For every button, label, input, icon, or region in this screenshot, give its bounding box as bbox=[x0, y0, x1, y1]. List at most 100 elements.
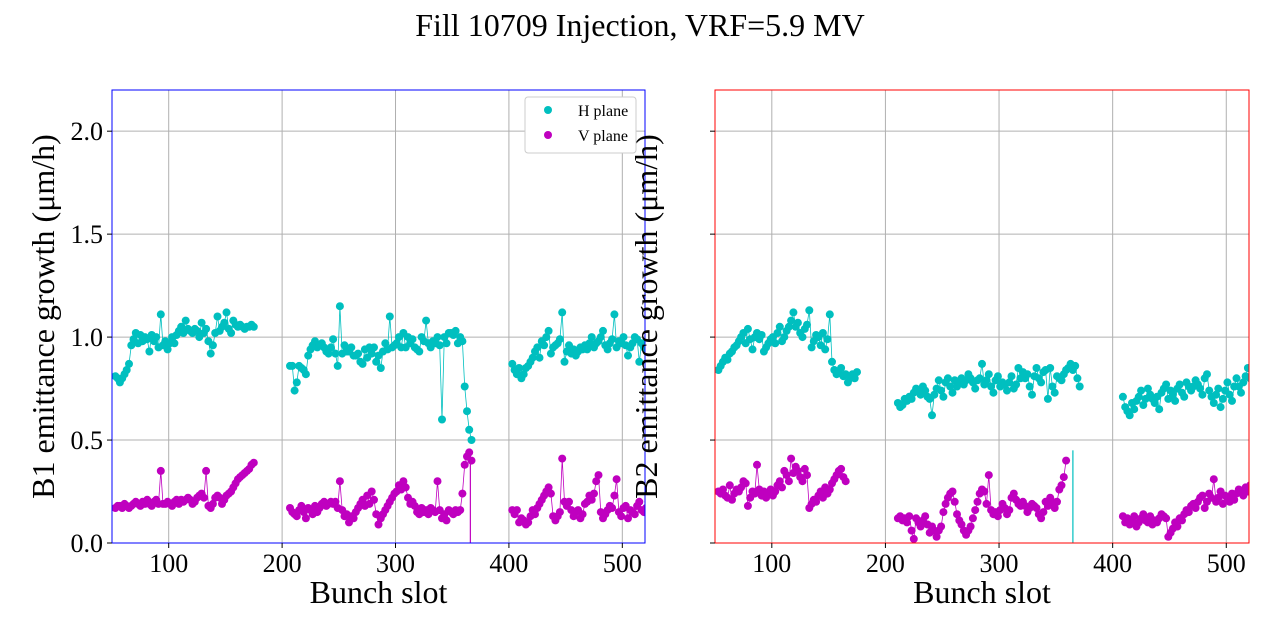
b2-h-point bbox=[784, 322, 793, 331]
b2-v-point bbox=[725, 481, 734, 490]
b2-h-point bbox=[807, 343, 816, 352]
b1-h-point bbox=[125, 359, 133, 368]
b2-h-point bbox=[1223, 378, 1232, 387]
b1-h-point bbox=[193, 326, 202, 335]
b1-v-point bbox=[642, 504, 645, 512]
b2-v-point bbox=[907, 526, 916, 535]
b2-v-point bbox=[1032, 504, 1041, 512]
b2-h-point bbox=[1248, 369, 1249, 375]
b1-v-point bbox=[433, 477, 442, 486]
b1-h-point bbox=[170, 339, 179, 348]
b1-h-point bbox=[546, 349, 555, 358]
b1-v-point bbox=[617, 512, 626, 521]
b1-h-point bbox=[197, 318, 206, 327]
b2-v-point bbox=[719, 485, 727, 494]
b1-h-point bbox=[415, 347, 424, 356]
b2-h-point bbox=[1232, 374, 1241, 383]
b2-v-point bbox=[1050, 504, 1059, 512]
b1-ylabel: B1 emittance growth (μm/h) bbox=[25, 134, 61, 499]
b2-v-point bbox=[1059, 473, 1068, 482]
b2-v-point bbox=[1162, 514, 1171, 523]
b1-frame bbox=[111, 89, 646, 544]
b2-v-point bbox=[909, 534, 918, 543]
b2-h-point bbox=[948, 388, 957, 397]
b2-h-point bbox=[1143, 384, 1152, 393]
b2-h-point bbox=[1205, 386, 1214, 395]
b1-v-point bbox=[592, 477, 601, 486]
b1-v-point bbox=[612, 475, 621, 484]
b2-h-point bbox=[853, 368, 861, 377]
b1-v-point bbox=[460, 460, 469, 469]
b2-h-point bbox=[1028, 390, 1036, 399]
b2-v-point bbox=[937, 522, 946, 531]
b2-xtick-label: 300 bbox=[980, 549, 1019, 578]
b1-h-point bbox=[156, 310, 165, 319]
b2-v-point bbox=[1200, 504, 1209, 512]
b1-h-point bbox=[540, 341, 549, 350]
b2-v-point bbox=[775, 477, 784, 486]
b1-v-point bbox=[456, 506, 465, 515]
b1-h-point bbox=[290, 386, 299, 395]
b1-xtick-label: 100 bbox=[149, 549, 188, 578]
b2-v-point bbox=[743, 501, 752, 510]
b1-h-point bbox=[533, 343, 542, 352]
b1-h-point bbox=[354, 349, 363, 358]
b2-xtick-label: 200 bbox=[866, 549, 905, 578]
b2-h-point bbox=[1246, 374, 1249, 383]
b2-v-point bbox=[993, 512, 1002, 521]
b2-h-point bbox=[1037, 378, 1046, 387]
b2-h-point bbox=[928, 411, 936, 420]
b1-h-point bbox=[460, 382, 469, 391]
b1-v-point bbox=[608, 504, 617, 512]
b2-h-point bbox=[978, 359, 986, 368]
b2-h-point bbox=[1003, 386, 1011, 395]
b2-v-point bbox=[1037, 514, 1046, 523]
b1-h-point bbox=[642, 345, 645, 354]
b2-v-point bbox=[903, 518, 911, 527]
b1-h-point bbox=[458, 337, 467, 346]
b2-v-point bbox=[957, 520, 966, 529]
b1-h-point bbox=[367, 349, 376, 358]
b2-h-point bbox=[1005, 378, 1014, 387]
b2-v-point bbox=[1218, 499, 1227, 508]
b1-h-point bbox=[596, 333, 605, 342]
b2-h-point bbox=[1196, 384, 1205, 393]
b1-h-point bbox=[333, 361, 342, 370]
b2-v-point bbox=[1139, 510, 1148, 519]
b1-xlabel: Bunch slot bbox=[310, 574, 448, 610]
b2-h-point bbox=[987, 382, 996, 391]
b2-h-point bbox=[982, 376, 991, 385]
b2-v-point bbox=[1214, 493, 1223, 502]
b1-v-point bbox=[531, 510, 539, 519]
b2-h-point bbox=[971, 384, 980, 393]
b2-v-point bbox=[971, 506, 980, 515]
b2-h-point bbox=[1118, 392, 1127, 401]
b2-v-point bbox=[953, 510, 961, 519]
b1-h-point bbox=[385, 312, 394, 321]
b1-v-point bbox=[587, 495, 596, 504]
b1-h-point bbox=[542, 333, 551, 342]
b2-h-point bbox=[1043, 394, 1052, 403]
b2-h-point bbox=[1125, 411, 1134, 420]
b2-v-point bbox=[837, 464, 846, 473]
b1-ytick-label: 2.0 bbox=[71, 117, 104, 146]
b2-v-point bbox=[1057, 481, 1066, 490]
b2-h-point bbox=[1239, 378, 1248, 387]
legend-h-label: H plane bbox=[578, 103, 628, 120]
b2-h-point bbox=[773, 329, 782, 337]
b1-h-point bbox=[347, 343, 356, 352]
b1-h-point bbox=[438, 415, 446, 424]
b1-h-point bbox=[208, 341, 217, 350]
b1-h-point bbox=[599, 326, 607, 335]
b2-v-point bbox=[1230, 495, 1239, 504]
b2-v-point bbox=[941, 499, 950, 508]
b1-h-point bbox=[372, 357, 381, 366]
b2-v-point bbox=[798, 477, 807, 486]
b1-h-point bbox=[326, 343, 335, 352]
b1-h-point bbox=[535, 353, 544, 362]
b2-v-point bbox=[984, 471, 993, 480]
b2-h-point bbox=[1214, 384, 1223, 393]
b2-h-point bbox=[1023, 370, 1032, 379]
b2-v-point bbox=[800, 464, 809, 473]
